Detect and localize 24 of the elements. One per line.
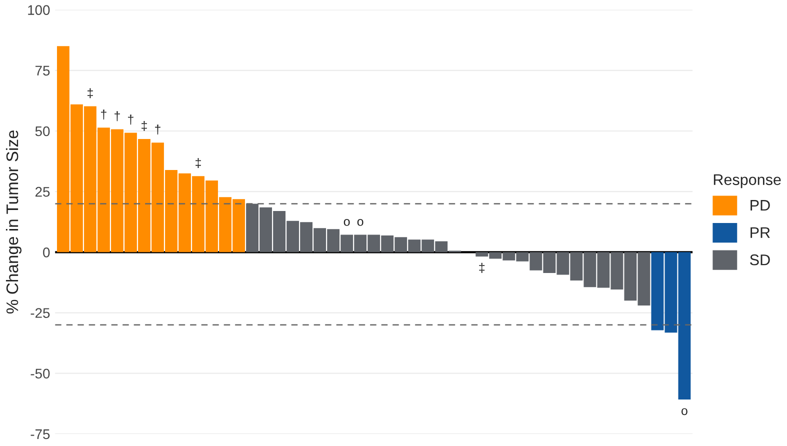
data-label: o [344,219,350,226]
data-label: ‡ [88,88,93,98]
y-tick-label: 75 [35,66,50,76]
data-label: o [682,408,688,416]
data-label: ‡ [479,262,485,273]
data-label: o [357,219,364,226]
y-tick-label: -50 [30,368,50,379]
y-axis-title: % Change in Tumor Size [6,130,22,314]
y-tick-label: -25 [30,308,50,318]
y-tick-label: 0 [43,248,50,258]
data-label: † [101,110,106,120]
y-tick-label: 50 [35,126,50,136]
legend-title: Response [714,174,781,188]
y-tick-label: 25 [35,186,50,197]
legend-label: PD [750,200,770,211]
data-label: † [114,111,120,122]
y-tick-label: 100 [28,5,50,15]
legend-label: SD [750,254,770,266]
data-label: † [128,114,134,125]
data-label: ‡ [142,120,147,131]
data-label: ‡ [196,158,201,168]
y-tick-label: -75 [30,429,50,440]
data-label: † [155,124,160,135]
legend-label: PR [750,227,770,238]
